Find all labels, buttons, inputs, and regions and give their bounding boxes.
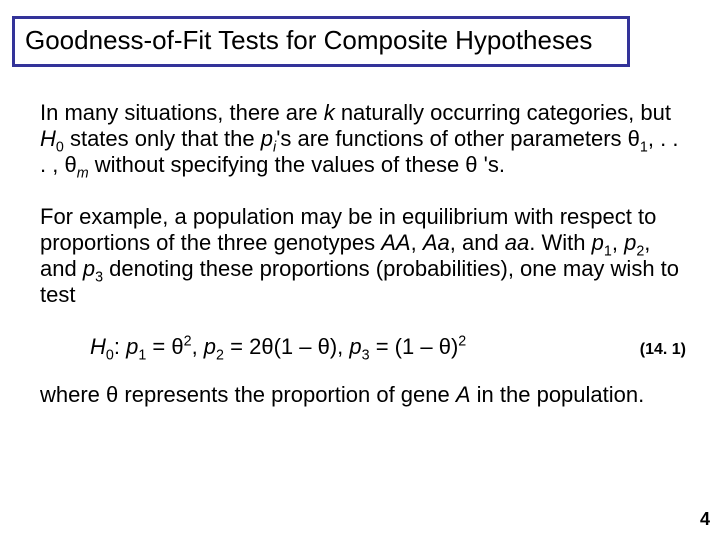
genotype-aa: aa: [505, 230, 529, 255]
equation-row: H0: p1 = θ2, p2 = 2θ(1 – θ), p3 = (1 – θ…: [40, 334, 690, 360]
text: In many situations, there are: [40, 100, 324, 125]
gene-A: A: [456, 382, 471, 407]
var-p: p: [349, 334, 361, 359]
equation: H0: p1 = θ2, p2 = 2θ(1 – θ), p3 = (1 – θ…: [90, 334, 466, 360]
text: (1 –: [274, 334, 318, 359]
text: without specifying the values of these: [89, 152, 466, 177]
sub-3: 3: [95, 269, 103, 285]
text: = 2: [224, 334, 261, 359]
text: = (1 –: [370, 334, 439, 359]
genotype-AA: AA: [381, 230, 410, 255]
theta-icon: θ: [106, 382, 118, 407]
equation-number: (14. 1): [640, 341, 686, 360]
text: 's are functions of other parameters: [276, 126, 627, 151]
text: denoting these proportions (probabilitie…: [40, 256, 679, 307]
body-text: In many situations, there are k naturall…: [40, 100, 690, 434]
theta-icon: θ: [628, 126, 640, 151]
text: in the population.: [471, 382, 645, 407]
paragraph-1: In many situations, there are k naturall…: [40, 100, 690, 178]
text: represents the proportion of gene: [118, 382, 456, 407]
var-k: k: [324, 100, 335, 125]
sub-m: m: [77, 165, 89, 181]
theta-icon: θ: [439, 334, 451, 359]
sub-1: 1: [640, 139, 648, 155]
sub-3: 3: [362, 347, 370, 363]
text: , and: [450, 230, 505, 255]
slide: Goodness-of-Fit Tests for Composite Hypo…: [0, 0, 720, 540]
var-H: H: [40, 126, 56, 151]
title-box: Goodness-of-Fit Tests for Composite Hypo…: [12, 16, 630, 67]
theta-icon: θ: [318, 334, 330, 359]
page-number: 4: [700, 509, 710, 530]
sup-2: 2: [184, 333, 192, 349]
text: ,: [612, 230, 624, 255]
text: :: [114, 334, 126, 359]
theta-icon: θ: [171, 334, 183, 359]
theta-icon: θ: [465, 152, 477, 177]
text: states only that the: [64, 126, 261, 151]
paragraph-2: For example, a population may be in equi…: [40, 204, 690, 308]
text: naturally occurring categories, but: [335, 100, 671, 125]
text: where: [40, 382, 106, 407]
var-p: p: [592, 230, 604, 255]
var-p: p: [204, 334, 216, 359]
sup-2: 2: [458, 333, 466, 349]
var-H: H: [90, 334, 106, 359]
var-p: p: [261, 126, 273, 151]
paragraph-3: where θ represents the proportion of gen…: [40, 382, 690, 408]
var-p: p: [83, 256, 95, 281]
theta-icon: θ: [261, 334, 273, 359]
var-p: p: [624, 230, 636, 255]
text: ,: [411, 230, 423, 255]
text: =: [146, 334, 171, 359]
sub-0: 0: [106, 347, 114, 363]
text: . With: [529, 230, 591, 255]
slide-title: Goodness-of-Fit Tests for Composite Hypo…: [25, 25, 617, 56]
text: 's.: [478, 152, 505, 177]
theta-icon: θ: [64, 152, 76, 177]
genotype-Aa: Aa: [423, 230, 450, 255]
sub-2: 2: [216, 347, 224, 363]
var-p: p: [126, 334, 138, 359]
text: ),: [330, 334, 350, 359]
text: ,: [192, 334, 204, 359]
